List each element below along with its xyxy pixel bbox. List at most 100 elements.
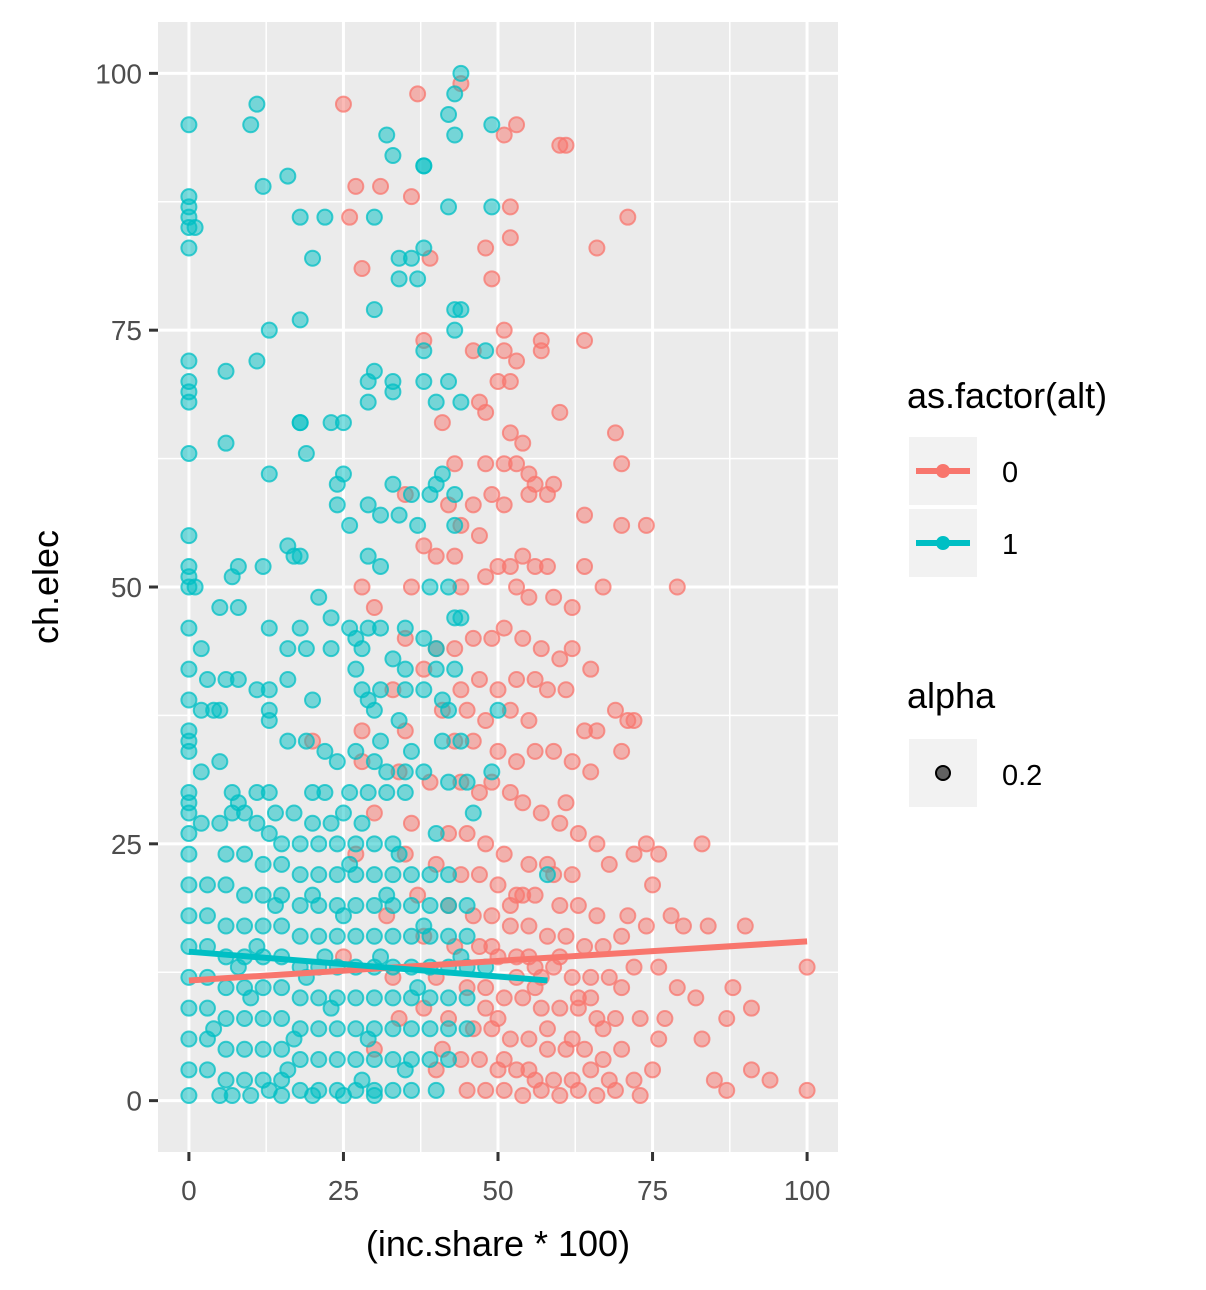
scatter-point-series-0 (334, 95, 352, 113)
scatter-point-series-0 (625, 845, 643, 863)
scatter-point-series-0 (582, 660, 600, 678)
scatter-point-series-0 (483, 938, 501, 956)
scatter-point-series-1 (334, 907, 352, 925)
scatter-point-series-0 (495, 126, 513, 144)
scatter-point-series-0 (501, 198, 519, 216)
scatter-point-series-0 (563, 599, 581, 617)
scatter-point-series-0 (489, 742, 507, 760)
scatter-point-series-1 (304, 886, 322, 904)
y-axis-title: ch.elec (25, 530, 66, 644)
scatter-point-series-0 (606, 1009, 624, 1027)
scatter-point-series-1 (446, 85, 464, 103)
scatter-point-series-1 (310, 927, 328, 945)
scatter-point-series-1 (396, 681, 414, 699)
scatter-point-series-1 (396, 763, 414, 781)
scatter-point-series-0 (631, 1009, 649, 1027)
scatter-point-series-1 (254, 979, 272, 997)
scatter-point-series-1 (384, 866, 402, 884)
scatter-point-series-1 (260, 465, 278, 483)
scatter-point-series-1 (279, 640, 297, 658)
scatter-point-series-1 (310, 866, 328, 884)
scatter-point-series-0 (452, 681, 470, 699)
x-tick-label: 50 (482, 1175, 513, 1206)
scatter-point-series-1 (229, 670, 247, 688)
x-axis-title: (inc.share * 100) (366, 1223, 630, 1264)
scatter-point-series-1 (341, 516, 359, 534)
scatter-point-series-1 (421, 896, 439, 914)
scatter-point-series-0 (718, 1081, 736, 1099)
scatter-point-series-1 (402, 896, 420, 914)
scatter-point-series-0 (662, 907, 680, 925)
scatter-point-series-1 (291, 896, 309, 914)
scatter-point-series-1 (198, 999, 216, 1017)
scatter-point-series-1 (180, 691, 198, 709)
scatter-point-series-0 (538, 557, 556, 575)
scatter-point-series-1 (229, 958, 247, 976)
scatter-point-series-1 (365, 896, 383, 914)
scatter-point-series-1 (372, 619, 390, 637)
scatter-point-series-1 (180, 999, 198, 1017)
scatter-point-series-1 (452, 732, 470, 750)
scatter-point-series-0 (594, 1051, 612, 1069)
scatter-point-series-1 (458, 927, 476, 945)
scatter-point-series-0 (365, 599, 383, 617)
scatter-point-series-0 (483, 486, 501, 504)
scatter-point-series-1 (180, 239, 198, 257)
scatter-point-series-1 (285, 804, 303, 822)
x-tick-label: 25 (328, 1175, 359, 1206)
scatter-point-series-1 (396, 619, 414, 637)
scatter-point-series-0 (613, 742, 631, 760)
scatter-point-series-0 (514, 547, 532, 565)
axis-ticks (149, 71, 809, 1161)
scatter-point-series-1 (384, 927, 402, 945)
scatter-point-series-1 (359, 496, 377, 514)
scatter-point-series-1 (217, 434, 235, 452)
scatter-point-series-1 (538, 866, 556, 884)
scatter-point-series-0 (495, 342, 513, 360)
scatter-point-series-1 (266, 896, 284, 914)
scatter-point-series-0 (538, 927, 556, 945)
scatter-point-series-1 (279, 670, 297, 688)
scatter-point-series-1 (242, 116, 260, 134)
series-0-points (304, 75, 816, 1104)
scatter-point-series-1 (328, 496, 346, 514)
scatter-point-series-0 (458, 825, 476, 843)
scatter-point-series-1 (180, 660, 198, 678)
scatter-point-series-1 (421, 1020, 439, 1038)
scatter-point-series-0 (742, 1061, 760, 1079)
scatter-point-series-1 (180, 1087, 198, 1104)
scatter-point-series-0 (483, 907, 501, 925)
scatter-point-series-0 (501, 1030, 519, 1048)
scatter-point-series-0 (495, 496, 513, 514)
scatter-point-series-1 (236, 1071, 254, 1089)
scatter-point-series-1 (322, 814, 340, 832)
legend-color-title: as.factor(alt) (907, 375, 1107, 416)
scatter-point-series-0 (470, 866, 488, 884)
legend-key-dot-0 (936, 464, 950, 478)
scatter-point-series-1 (316, 742, 334, 760)
scatter-point-series-1 (365, 1087, 383, 1104)
scatter-point-series-1 (341, 855, 359, 873)
scatter-point-series-1 (273, 855, 291, 873)
scatter-point-series-1 (372, 948, 390, 966)
scatter-point-series-1 (372, 506, 390, 524)
legend-label-1: 1 (1002, 529, 1018, 561)
scatter-point-series-1 (415, 239, 433, 257)
scatter-point-series-1 (446, 126, 464, 144)
scatter-point-series-1 (198, 670, 216, 688)
scatter-point-series-1 (421, 989, 439, 1007)
scatter-point-series-1 (415, 342, 433, 360)
scatter-point-series-0 (656, 1009, 674, 1027)
scatter-point-series-1 (260, 321, 278, 339)
scatter-point-series-0 (532, 804, 550, 822)
scatter-point-series-0 (551, 814, 569, 832)
scatter-point-series-0 (644, 1061, 662, 1079)
scatter-point-series-1 (384, 650, 402, 668)
scatter-point-series-0 (563, 968, 581, 986)
scatter-point-series-1 (353, 814, 371, 832)
scatter-point-series-1 (372, 557, 390, 575)
scatter-point-series-0 (582, 989, 600, 1007)
scatter-point-series-1 (440, 105, 458, 123)
scatter-point-series-1 (322, 999, 340, 1017)
scatter-point-series-0 (606, 701, 624, 719)
